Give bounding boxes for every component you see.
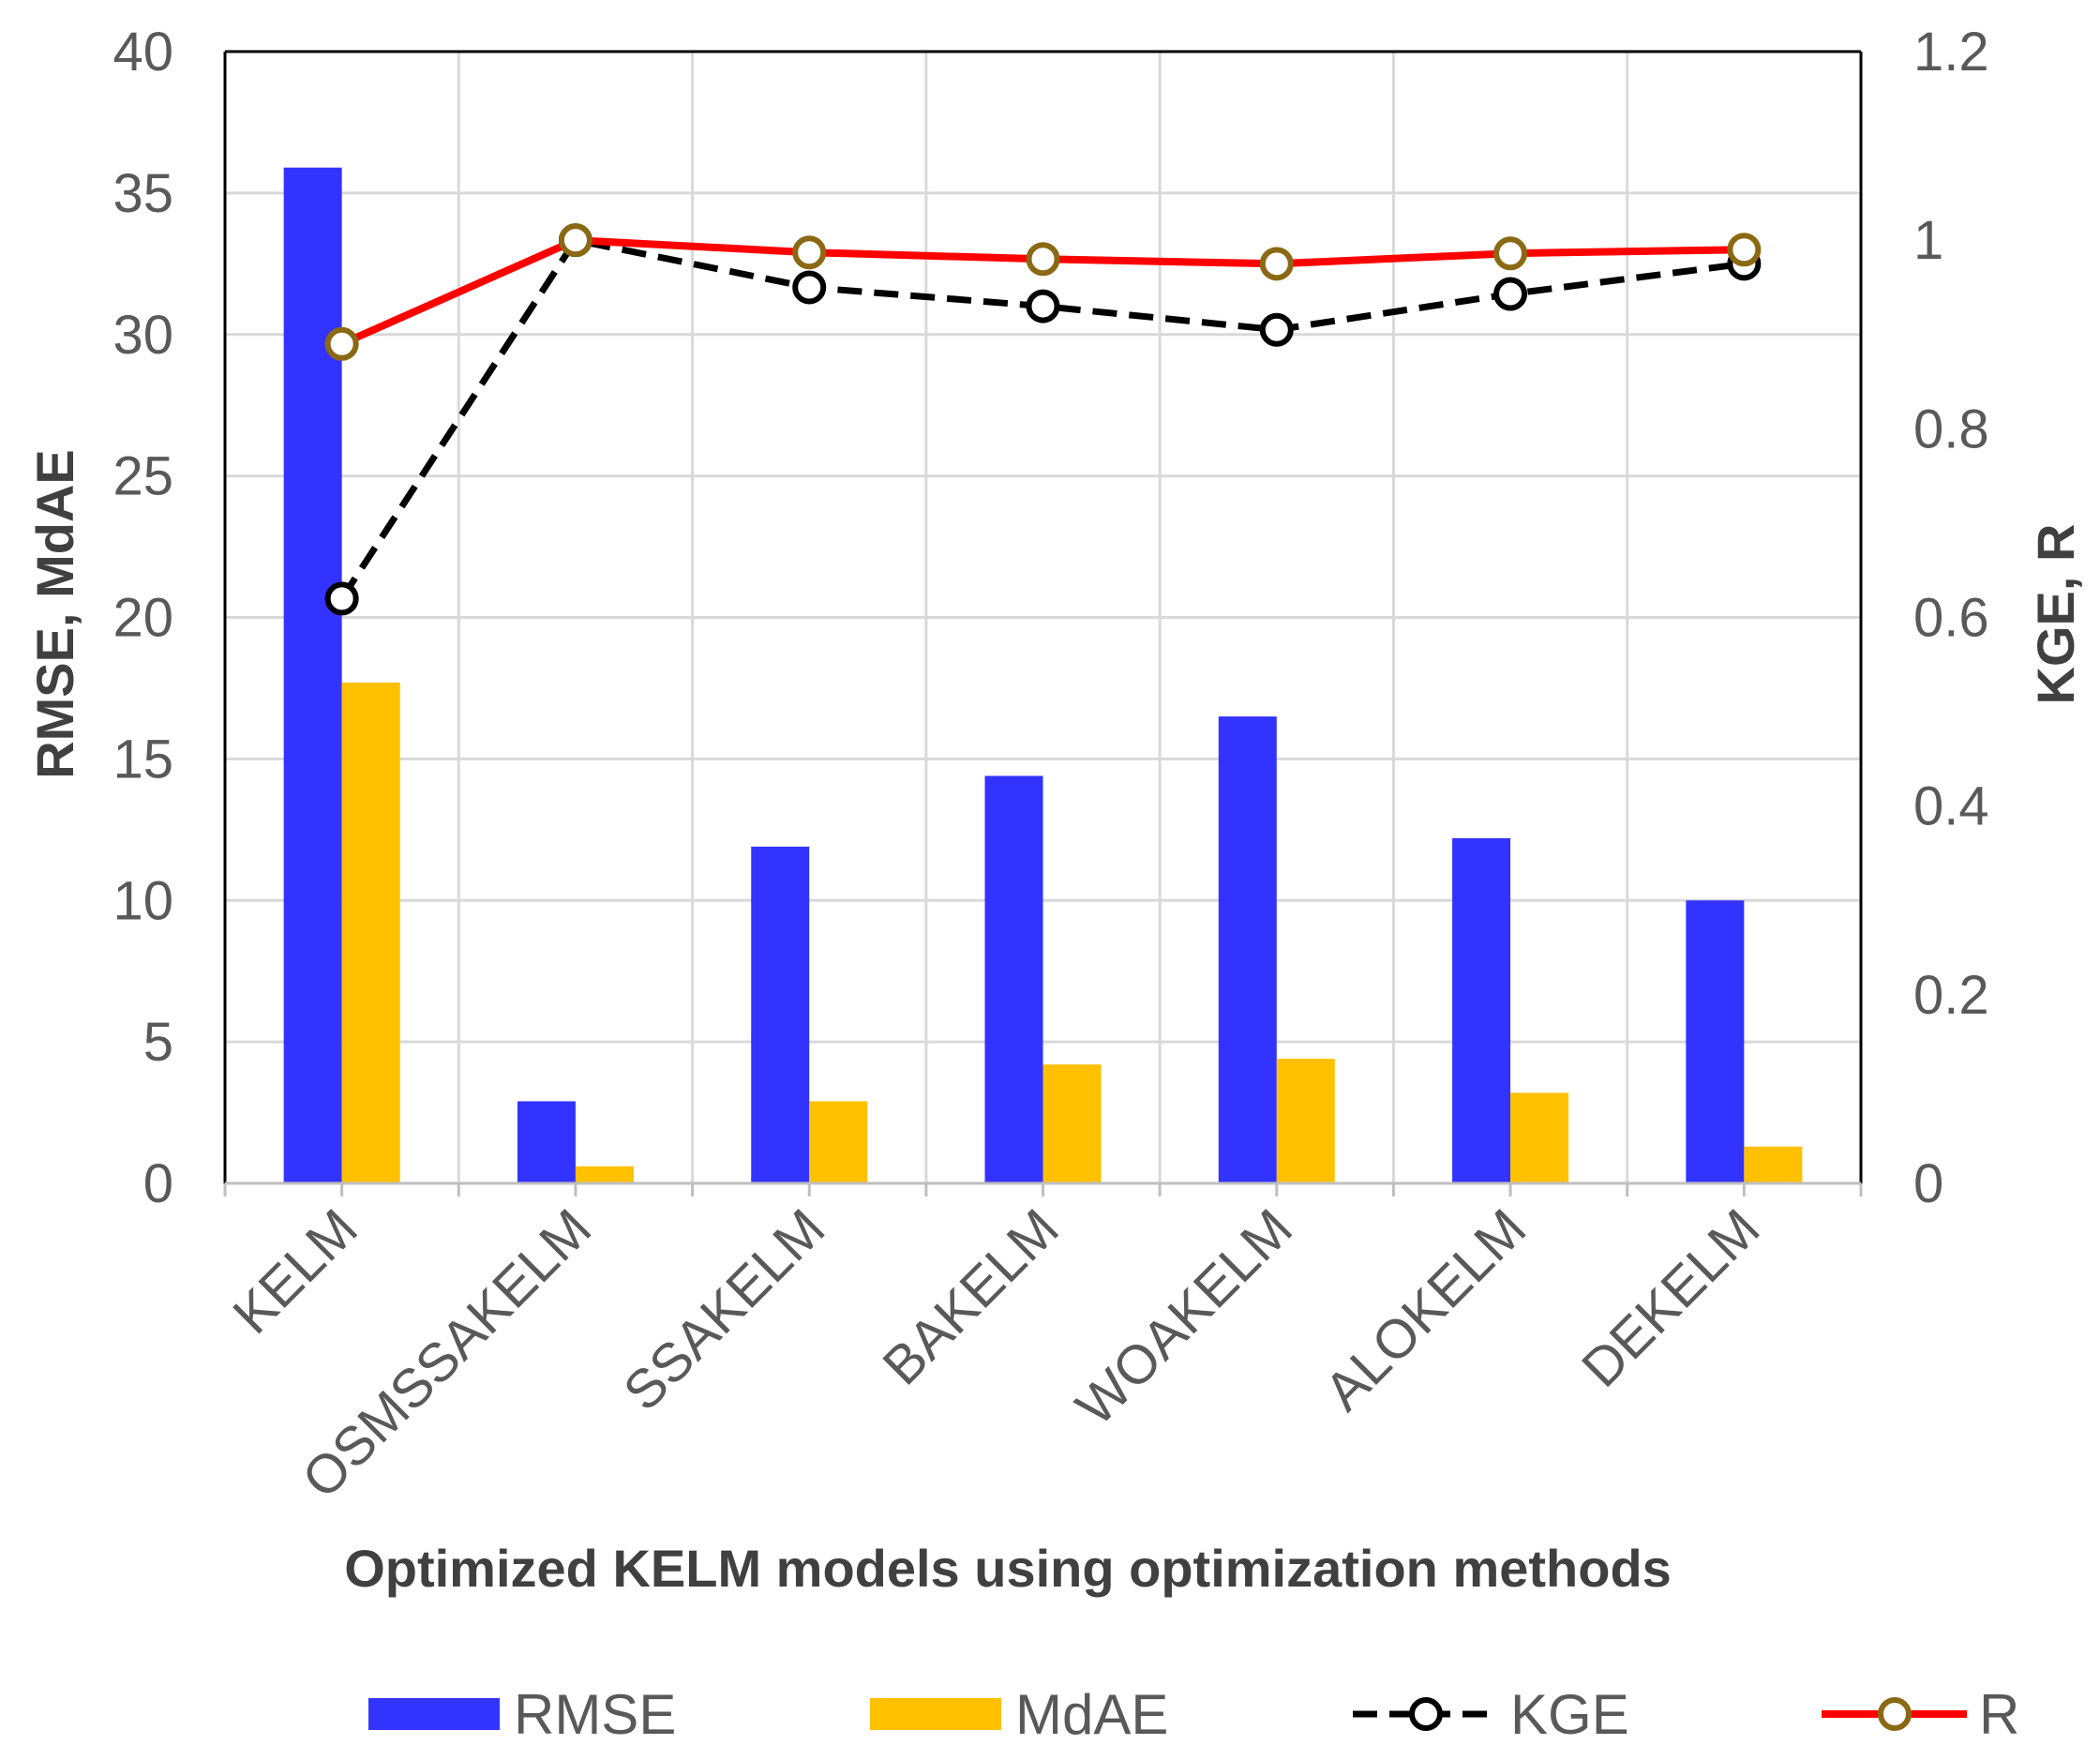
point-r-ssakelm (792, 235, 827, 270)
legend-item-kge-label: KGE (1510, 1683, 1629, 1746)
y2-tick-label: 1.2 (1913, 22, 1989, 83)
bars (283, 167, 1803, 1183)
point-r-bakelm (1026, 242, 1060, 277)
gridlines (225, 50, 1861, 1185)
y-axis-title: RMSE, MdAE (25, 449, 84, 779)
y-tick-label: 40 (112, 22, 173, 83)
bar-rmse-woakelm (1218, 716, 1277, 1183)
x-category-label: BAKELM (871, 1197, 1070, 1396)
x-category-label: DEKELM (1570, 1197, 1772, 1399)
bar-rmse-dekelm (1686, 900, 1745, 1183)
y-tick-label: 25 (112, 446, 173, 507)
point-r-alokelm (1493, 236, 1528, 271)
point-kge-woakelm (1259, 312, 1294, 347)
bar-rmse-ssakelm (751, 846, 810, 1183)
bar-rmse-osmssakelm (517, 1101, 576, 1183)
y2-tick-label: 1 (1913, 210, 1943, 271)
point-r-osmssakelm (558, 223, 592, 258)
bar-mdae-kelm (341, 682, 400, 1183)
legend-item-r-label: R (1979, 1683, 2019, 1746)
x-axis-title: Optimized KELM models using optimization… (344, 1539, 1672, 1598)
point-r-kelm (324, 326, 359, 361)
bar-rmse-bakelm (984, 775, 1043, 1183)
y-tick-label: 15 (112, 729, 173, 790)
y-tick-label: 0 (143, 1153, 173, 1214)
x-category-label: WOAKELM (1064, 1197, 1304, 1437)
point-r-woakelm (1259, 247, 1294, 281)
y-tick-label: 10 (112, 870, 173, 931)
x-category-label: KELM (221, 1197, 369, 1346)
legend-item-rmse-label: RMSE (514, 1683, 676, 1746)
y2-tick-label: 0.8 (1913, 399, 1989, 459)
legend-item-mdae-label: MdAE (1015, 1683, 1168, 1746)
bar-mdae-dekelm (1744, 1146, 1803, 1183)
y2-tick-label: 0.6 (1913, 588, 1989, 649)
y2-axis-title: KGE, R (2026, 524, 2085, 705)
bar-mdae-osmssakelm (575, 1166, 634, 1183)
point-kge-ssakelm (792, 270, 827, 305)
y-tick-label: 30 (112, 305, 173, 366)
point-r-dekelm (1727, 233, 1762, 267)
y-tick-label: 5 (143, 1012, 173, 1073)
x-category-label: SSAKELM (612, 1197, 837, 1422)
y2-tick-label: 0 (1913, 1153, 1943, 1214)
point-kge-kelm (324, 581, 359, 616)
legend-item-rmse-swatch (368, 1698, 500, 1730)
bar-mdae-woakelm (1276, 1059, 1335, 1183)
x-category-label: ALOKELM (1313, 1197, 1538, 1422)
legend-item-r-marker (1878, 1697, 1912, 1731)
point-kge-alokelm (1493, 277, 1528, 311)
y-tick-label: 35 (112, 163, 173, 224)
bar-rmse-alokelm (1452, 837, 1511, 1183)
bar-mdae-bakelm (1042, 1064, 1102, 1183)
bar-mdae-alokelm (1510, 1092, 1569, 1183)
plot-frame (223, 50, 1863, 1196)
legend-item-mdae-swatch (870, 1698, 1001, 1730)
y2-tick-label: 0.2 (1913, 965, 1989, 1026)
bar-rmse-kelm (283, 167, 342, 1183)
y2-tick-label: 0.4 (1913, 776, 1989, 837)
y-tick-label: 20 (112, 588, 173, 649)
legend: RMSE MdAE KGE R (368, 1683, 2019, 1746)
legend-item-kge-marker (1409, 1697, 1443, 1731)
point-kge-bakelm (1026, 289, 1060, 323)
bar-mdae-ssakelm (809, 1101, 868, 1183)
line-series (324, 223, 1762, 616)
